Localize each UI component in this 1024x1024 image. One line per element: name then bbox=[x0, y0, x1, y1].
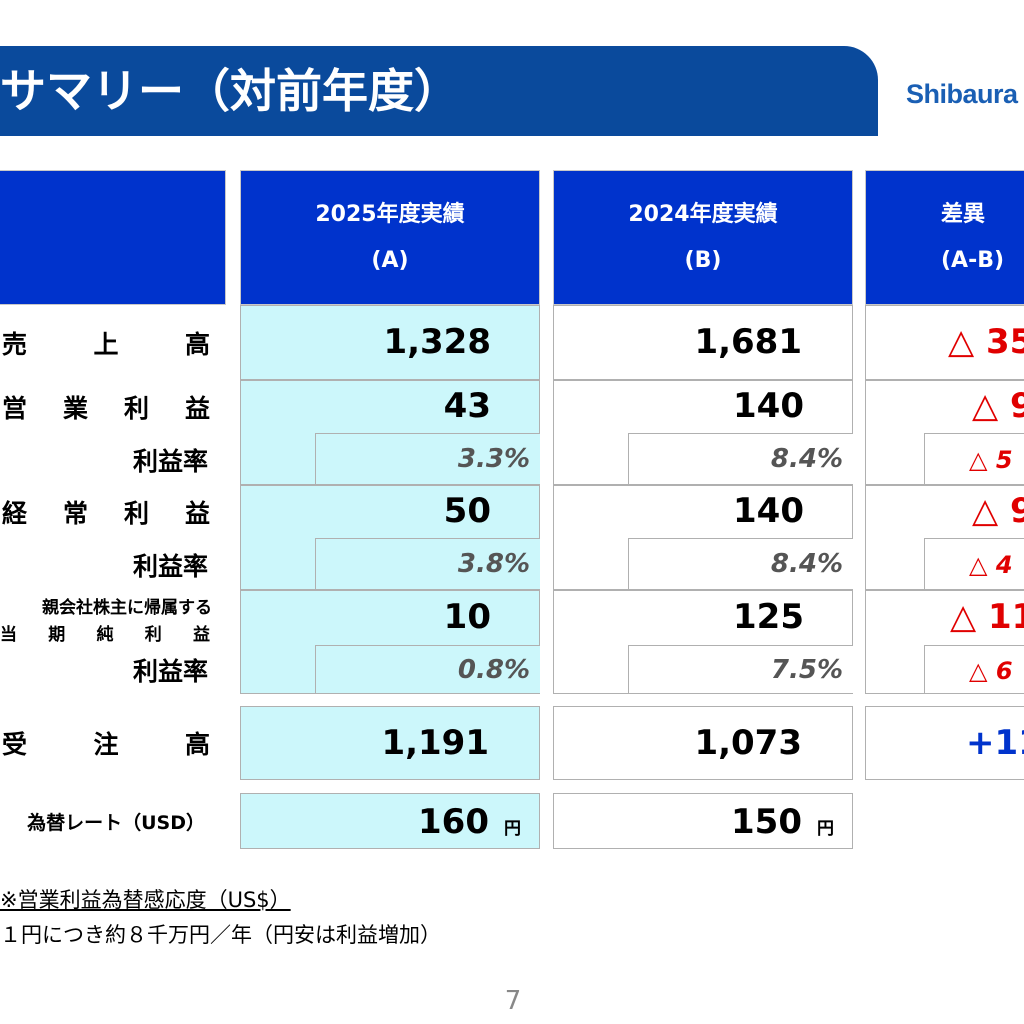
cell-ordinary-2024: 140 8.4% bbox=[553, 485, 853, 590]
cell-ordinary-margin-2025: 3.8% bbox=[315, 538, 540, 590]
cell-ordinary-margin-diff: △ 4 bbox=[924, 538, 1024, 590]
cell-operating-margin-diff: △ 5 bbox=[924, 433, 1024, 485]
row-label-fx-rate: 為替レート（USD） bbox=[27, 812, 205, 834]
cell-ordinary-2025: 50 3.8% bbox=[240, 485, 540, 590]
cell-fx-2025: 160 円 bbox=[240, 793, 540, 849]
row-label-net-profit-line2: 当 期 純 利 益 bbox=[0, 624, 210, 645]
column-header-2024: 2024年度実績 (B) bbox=[553, 170, 853, 305]
row-label-sales: 売 上 高 bbox=[2, 330, 210, 359]
row-label-net-profit-line1: 親会社株主に帰属する bbox=[42, 598, 212, 618]
cell-orders-2024: 1,073 bbox=[553, 706, 853, 780]
cell-ordinary-margin-2024: 8.4% bbox=[628, 538, 853, 590]
cell-net-diff: △ 11 △ 6 bbox=[865, 590, 1024, 694]
page-title: サマリー（対前年度） bbox=[0, 64, 460, 118]
header-blank-cell bbox=[0, 170, 226, 305]
row-label-ordinary-margin: 利益率 bbox=[132, 552, 208, 581]
cell-ordinary-diff: △ 9 △ 4 bbox=[865, 485, 1024, 590]
cell-sales-diff: △ 35 bbox=[865, 305, 1024, 380]
row-label-orders: 受 注 高 bbox=[2, 730, 210, 759]
column-header-diff: 差異 (A-B) bbox=[865, 170, 1024, 305]
note-sensitivity-title: ※営業利益為替感応度（US$） bbox=[0, 888, 291, 912]
row-label-operating-profit: 営 業 利 益 bbox=[2, 394, 210, 423]
row-label-net-margin: 利益率 bbox=[132, 657, 208, 686]
cell-operating-2025: 43 3.3% bbox=[240, 380, 540, 485]
cell-operating-2024: 140 8.4% bbox=[553, 380, 853, 485]
cell-operating-diff: △ 9 △ 5 bbox=[865, 380, 1024, 485]
cell-orders-2025: 1,191 bbox=[240, 706, 540, 780]
note-sensitivity-detail: １円につき約８千万円／年（円安は利益増加） bbox=[0, 923, 441, 947]
cell-operating-margin-2024: 8.4% bbox=[628, 433, 853, 485]
cell-operating-margin-2025: 3.3% bbox=[315, 433, 540, 485]
cell-sales-2024: 1,681 bbox=[553, 305, 853, 380]
cell-sales-2025: 1,328 bbox=[240, 305, 540, 380]
company-logo: Shibaura bbox=[906, 79, 1018, 109]
title-banner bbox=[0, 46, 878, 136]
column-header-2025: 2025年度実績 (A) bbox=[240, 170, 540, 305]
page-number: 7 bbox=[504, 986, 522, 1016]
cell-net-2024: 125 7.5% bbox=[553, 590, 853, 694]
cell-net-margin-2024: 7.5% bbox=[628, 645, 853, 694]
cell-net-margin-2025: 0.8% bbox=[315, 645, 540, 694]
cell-net-margin-diff: △ 6 bbox=[924, 645, 1024, 694]
row-label-operating-margin: 利益率 bbox=[132, 447, 208, 476]
cell-net-2025: 10 0.8% bbox=[240, 590, 540, 694]
cell-orders-diff: +11 bbox=[865, 706, 1024, 780]
cell-fx-2024: 150 円 bbox=[553, 793, 853, 849]
row-label-ordinary-profit: 経 常 利 益 bbox=[2, 499, 210, 528]
